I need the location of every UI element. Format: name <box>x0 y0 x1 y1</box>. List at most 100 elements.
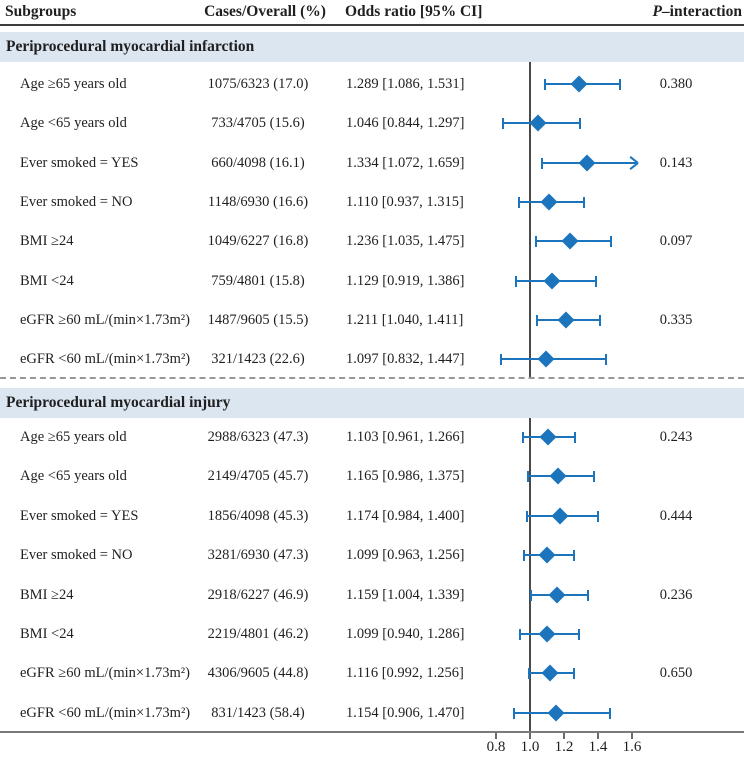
column-header-odds-ratio: Odds ratio [95% CI] <box>345 3 483 20</box>
subgroup-label: eGFR ≥60 mL/(min×1.73m²) <box>20 665 190 682</box>
x-axis-tick-label: 1.6 <box>622 739 642 755</box>
p-interaction-value: 0.335 <box>659 311 693 328</box>
odds-ratio-ci-value: 1.174 [0.984, 1.400] <box>346 507 465 524</box>
section-header-band: Periprocedural myocardial injury <box>0 388 744 418</box>
cases-overall-value: 2918/6227 (46.9) <box>207 586 309 603</box>
odds-ratio-diamond-marker <box>538 546 556 564</box>
cases-overall-value: 2149/4705 (45.7) <box>207 468 309 485</box>
ci-cap-left <box>541 157 544 169</box>
ci-cap-right <box>579 118 582 130</box>
ci-cap-left <box>502 118 505 130</box>
ci-cap-left <box>522 432 525 443</box>
odds-ratio-diamond-marker <box>537 350 555 368</box>
ci-cap-right <box>609 236 612 248</box>
ci-cap-left <box>518 629 521 640</box>
odds-ratio-ci-value: 1.236 [1.035, 1.475] <box>346 233 465 250</box>
ci-cap-left <box>529 589 532 601</box>
ci-cap-right <box>608 707 611 719</box>
cases-overall-value: 4306/9605 (44.8) <box>207 665 309 682</box>
p-interaction-suffix: –interaction <box>661 3 742 20</box>
x-axis-tick <box>597 733 599 739</box>
ci-cap-left <box>534 236 537 248</box>
odds-ratio-ci-value: 1.116 [0.992, 1.256] <box>346 665 464 682</box>
p-interaction-value: 0.380 <box>659 76 693 92</box>
subgroup-label: BMI ≥24 <box>20 586 74 603</box>
reference-line-upper-segment <box>529 62 531 377</box>
odds-ratio-ci-value: 1.099 [0.940, 1.286] <box>346 626 465 642</box>
cases-overall-value: 1148/6930 (16.6) <box>207 193 309 210</box>
x-axis-tick-label: 1.2 <box>554 739 574 755</box>
odds-ratio-diamond-marker <box>548 586 566 604</box>
ci-cap-left <box>515 275 518 287</box>
section-title: Periprocedural myocardial infarction <box>6 38 255 55</box>
subgroup-label: eGFR <60 mL/(min×1.73m²) <box>20 704 191 721</box>
odds-ratio-diamond-marker <box>538 625 556 643</box>
odds-ratio-diamond-marker <box>539 428 556 446</box>
x-axis-tick <box>495 733 497 739</box>
odds-ratio-diamond-marker <box>557 311 575 329</box>
ci-cap-right <box>619 79 622 90</box>
p-interaction-value: 0.143 <box>659 154 693 171</box>
odds-ratio-diamond-marker <box>578 154 596 172</box>
subgroup-label: Age <65 years old <box>20 468 127 485</box>
subgroup-label: Ever smoked = YES <box>20 154 139 171</box>
column-header-p-interaction: P–interaction <box>594 3 742 21</box>
x-axis-line <box>0 731 744 733</box>
odds-ratio-ci-value: 1.165 [0.986, 1.375] <box>346 468 465 485</box>
x-axis-tick-label: 0.8 <box>486 739 506 755</box>
cases-overall-value: 1049/6227 (16.8) <box>207 233 309 250</box>
column-header-subgroups: Subgroups <box>5 3 77 20</box>
subgroup-label: Age ≥65 years old <box>20 429 127 445</box>
cases-overall-value: 660/4098 (16.1) <box>211 154 305 171</box>
cases-overall-value: 321/1423 (22.6) <box>211 351 305 368</box>
odds-ratio-ci-value: 1.110 [0.937, 1.315] <box>346 193 464 210</box>
cases-overall-value: 2988/6323 (47.3) <box>207 429 309 445</box>
ci-cap-left <box>513 707 516 719</box>
cases-overall-value: 1075/6323 (17.0) <box>207 76 309 92</box>
odds-ratio-diamond-marker <box>529 114 547 132</box>
odds-ratio-ci-value: 1.334 [1.072, 1.659] <box>346 154 465 171</box>
odds-ratio-ci-value: 1.211 [1.040, 1.411] <box>346 311 464 328</box>
subgroup-label: Ever smoked = NO <box>20 193 133 210</box>
x-axis-tick <box>631 733 633 739</box>
x-axis-tick <box>529 733 531 739</box>
ci-cap-right <box>597 510 599 522</box>
cases-overall-value: 1856/4098 (45.3) <box>207 507 309 524</box>
ci-cap-right <box>572 550 575 562</box>
odds-ratio-ci-value: 1.103 [0.961, 1.266] <box>346 429 465 445</box>
subgroup-label: eGFR <60 mL/(min×1.73m²) <box>20 351 191 368</box>
ci-cap-left <box>527 668 530 680</box>
cases-overall-value: 733/4705 (15.6) <box>211 115 305 132</box>
ci-cap-left <box>535 314 538 326</box>
subgroup-label: eGFR ≥60 mL/(min×1.73m²) <box>20 311 190 328</box>
subgroup-label: BMI <24 <box>20 272 74 289</box>
odds-ratio-diamond-marker <box>561 232 579 250</box>
odds-ratio-diamond-marker <box>551 507 569 525</box>
ci-cap-right <box>572 668 575 680</box>
ci-cap-left <box>518 196 521 208</box>
ci-cap-right <box>604 354 607 366</box>
ci-cap-right <box>594 275 597 287</box>
subgroup-label: Ever smoked = NO <box>20 547 133 564</box>
odds-ratio-ci-value: 1.129 [0.919, 1.386] <box>346 272 465 289</box>
odds-ratio-ci-value: 1.097 [0.832, 1.447] <box>346 351 465 368</box>
subgroup-label: Age ≥65 years old <box>20 76 127 92</box>
odds-ratio-ci-value: 1.046 [0.844, 1.297] <box>346 115 465 132</box>
subgroup-label: BMI ≥24 <box>20 233 74 250</box>
header-divider-line <box>0 24 744 26</box>
subgroup-label: Ever smoked = YES <box>20 507 139 524</box>
column-header-cases-overall: Cases/Overall (%) <box>204 3 326 20</box>
ci-cap-right <box>592 471 595 483</box>
odds-ratio-diamond-marker <box>540 193 558 211</box>
odds-ratio-ci-value: 1.099 [0.963, 1.256] <box>346 547 465 564</box>
odds-ratio-diamond-marker <box>541 664 559 682</box>
p-interaction-value: 0.097 <box>659 233 693 250</box>
odds-ratio-ci-value: 1.289 [1.086, 1.531] <box>346 76 465 92</box>
p-interaction-value: 0.243 <box>659 429 693 445</box>
odds-ratio-ci-value: 1.159 [1.004, 1.339] <box>346 586 465 603</box>
ci-cap-left <box>500 354 503 366</box>
ci-cap-left <box>522 550 525 562</box>
odds-ratio-diamond-marker <box>570 75 588 93</box>
ci-cap-right <box>577 629 580 640</box>
